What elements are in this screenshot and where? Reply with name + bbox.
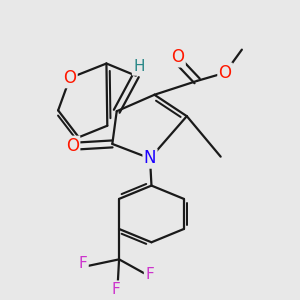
Text: H: H bbox=[133, 59, 145, 74]
Text: O: O bbox=[172, 48, 184, 66]
Text: N: N bbox=[144, 149, 156, 167]
Text: F: F bbox=[145, 267, 154, 282]
Text: F: F bbox=[79, 256, 88, 271]
Text: O: O bbox=[219, 64, 232, 82]
Text: O: O bbox=[63, 69, 76, 87]
Text: O: O bbox=[66, 137, 79, 155]
Text: F: F bbox=[112, 282, 121, 297]
